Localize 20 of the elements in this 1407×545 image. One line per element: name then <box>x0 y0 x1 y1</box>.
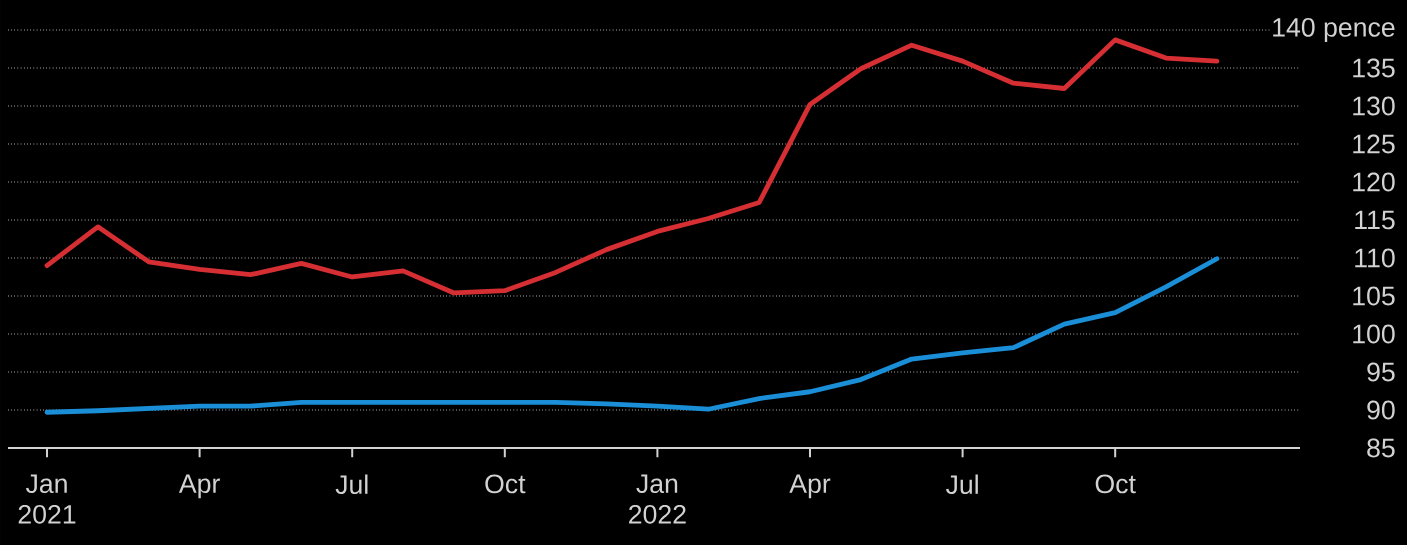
x-tick-label: Jan 2021 <box>18 474 76 524</box>
y-tick-label: 130 <box>1353 96 1395 116</box>
x-tick-label: Apr <box>789 474 831 499</box>
x-tick-label: Oct <box>1095 474 1136 494</box>
y-tick-label: 135 <box>1353 58 1395 78</box>
y-tick-label: 105 <box>1353 286 1395 306</box>
y-tick-label: 115 <box>1355 210 1395 230</box>
x-tick-label: Jul <box>335 474 368 495</box>
y-tick-label: 100 <box>1353 324 1395 344</box>
y-tick-label: 90 <box>1367 400 1395 420</box>
y-tick-label: 140 pence <box>1273 17 1395 43</box>
x-tick-label: Apr <box>178 474 220 499</box>
y-tick-label: 125 <box>1353 134 1395 154</box>
y-tick-label: 120 <box>1353 172 1395 192</box>
x-tick-label: Oct <box>485 474 526 494</box>
y-tick-label: 85 <box>1367 438 1395 458</box>
y-tick-label: 95 <box>1367 362 1395 382</box>
x-tick-label: Jul <box>945 474 978 495</box>
y-tick-label: 110 <box>1355 248 1395 268</box>
x-tick-label: Jan 2022 <box>629 474 686 524</box>
